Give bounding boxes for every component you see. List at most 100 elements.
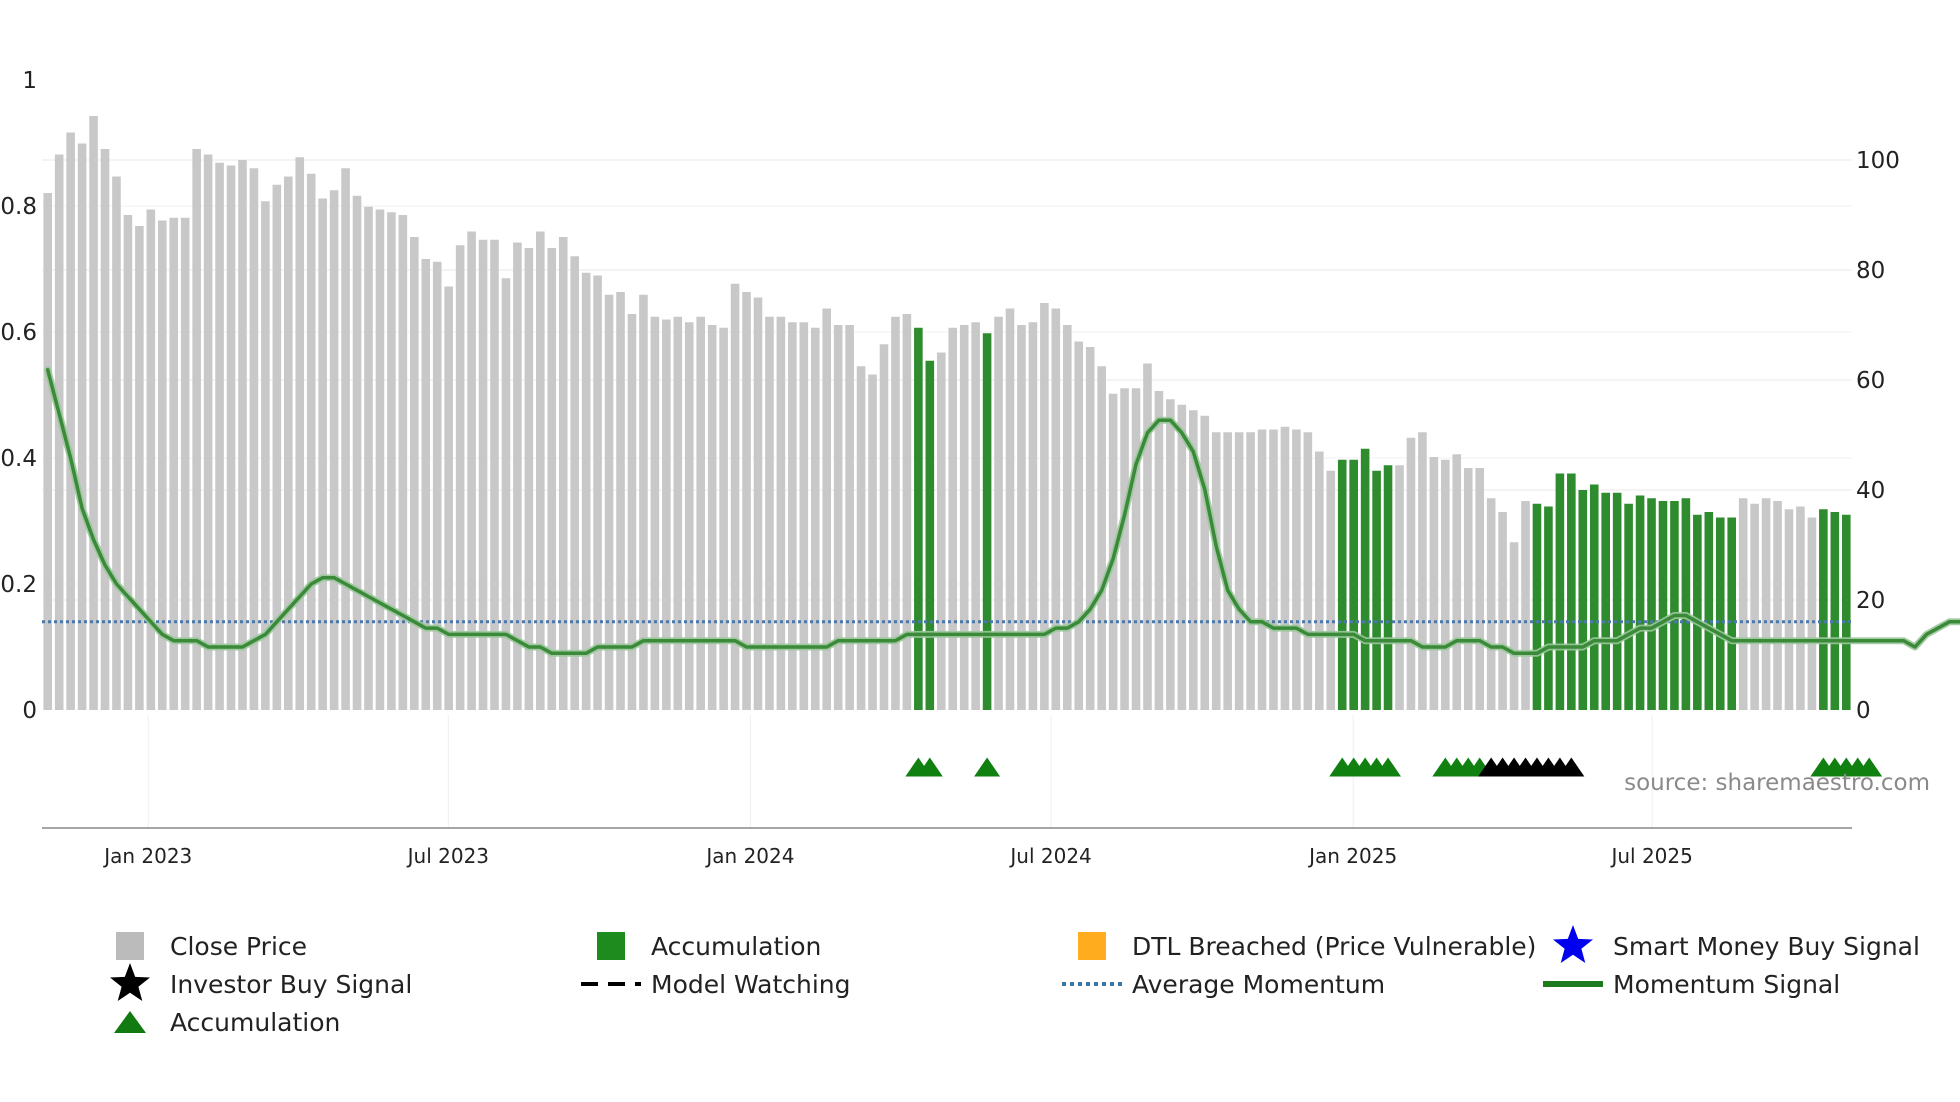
close-price-bar xyxy=(1097,366,1106,710)
close-price-bar xyxy=(822,308,832,710)
close-price-bar xyxy=(1326,470,1336,710)
close-price-bar xyxy=(157,220,167,710)
close-price-bar xyxy=(398,215,408,710)
accumulation-bar xyxy=(1704,512,1714,710)
close-price-bar xyxy=(1761,498,1771,710)
close-price-bar xyxy=(1280,426,1290,710)
close-price-bar xyxy=(490,239,499,710)
legend-label: Accumulation xyxy=(170,1008,340,1037)
legend-item: Model Watching xyxy=(581,970,851,999)
legend-triangle-icon xyxy=(114,1011,146,1033)
legend-label: DTL Breached (Price Vulnerable) xyxy=(1132,932,1536,961)
close-price-bar xyxy=(959,325,969,710)
close-price-bar xyxy=(169,217,179,710)
close-price-bar xyxy=(192,149,201,710)
accumulation-bar xyxy=(925,360,935,710)
x-tick-label: Jan 2023 xyxy=(102,844,192,868)
close-price-bar xyxy=(627,314,637,710)
close-price-bar xyxy=(1062,325,1072,710)
left-tick-label: 0.8 xyxy=(0,194,37,220)
close-price-bar xyxy=(684,322,694,710)
close-price-bar xyxy=(421,259,431,710)
legend-square-icon xyxy=(116,932,144,960)
close-price-bar xyxy=(364,206,373,710)
close-price-bar xyxy=(1223,432,1232,710)
close-price-bar xyxy=(513,242,522,710)
right-tick-label: 80 xyxy=(1856,258,1885,284)
close-price-bar xyxy=(1131,388,1141,710)
close-price-bar xyxy=(1166,399,1175,710)
accumulation-bar xyxy=(1567,473,1576,710)
left-tick-label: 0.4 xyxy=(0,446,37,472)
close-price-bar xyxy=(662,319,671,710)
legend-item: Investor Buy Signal xyxy=(170,970,412,999)
close-price-bar xyxy=(375,209,385,710)
legend-square-icon xyxy=(597,932,625,960)
close-price-bar xyxy=(1750,503,1759,710)
x-tick-label: Jan 2025 xyxy=(1307,844,1397,868)
close-price-bars xyxy=(43,116,1851,710)
accumulation-bar xyxy=(1372,470,1381,710)
tick-labels: 0 0.2 0.4 0.6 0.8 1 0 20 40 60 80 100 Jan 2023 Jul 20… xyxy=(0,68,1899,868)
accumulation-marker xyxy=(916,757,943,777)
close-price-bar xyxy=(1807,517,1817,710)
close-price-bar xyxy=(1773,501,1782,710)
close-price-bar xyxy=(1085,347,1095,710)
close-price-bar xyxy=(707,325,717,710)
source-label: source: sharemaestro.com xyxy=(1624,770,1930,796)
close-price-bar xyxy=(1143,363,1152,710)
close-price-bar xyxy=(1200,415,1210,710)
close-price-bar xyxy=(1189,410,1198,710)
legend-item: Average Momentum xyxy=(1062,970,1385,999)
close-price-bar xyxy=(799,322,809,710)
close-price-bar xyxy=(581,272,591,710)
close-price-bar xyxy=(902,314,912,710)
right-tick-label: 60 xyxy=(1856,368,1885,394)
legend: Close Price Accumulation DTL Breached (Pri… xyxy=(110,925,1920,1037)
close-price-bar xyxy=(1246,432,1255,710)
close-price-bar xyxy=(868,374,877,710)
close-price-bar xyxy=(1154,391,1164,710)
accumulation-bar xyxy=(1383,465,1393,710)
legend-item: Close Price xyxy=(116,932,307,961)
close-price-bar xyxy=(467,231,476,710)
close-price-bar xyxy=(261,201,270,710)
close-price-bar xyxy=(1796,506,1805,710)
legend-label: Momentum Signal xyxy=(1613,970,1840,999)
close-price-bar xyxy=(123,215,133,710)
legend-star-icon xyxy=(1553,925,1593,963)
close-price-bar xyxy=(387,212,396,710)
investor-buy-marker xyxy=(1558,757,1585,777)
legend-label: Investor Buy Signal xyxy=(170,970,412,999)
accumulation-bar xyxy=(1693,514,1702,710)
close-price-bar xyxy=(146,209,156,710)
accumulation-bar xyxy=(1841,514,1851,710)
close-price-bar xyxy=(284,176,293,710)
close-price-bar xyxy=(432,261,442,710)
close-price-bar xyxy=(696,316,705,710)
accumulation-marker xyxy=(1856,757,1883,777)
right-tick-label: 100 xyxy=(1856,148,1900,174)
close-price-bar xyxy=(948,327,958,710)
close-price-bar xyxy=(616,292,625,710)
close-price-bar xyxy=(856,366,866,710)
accumulation-bar xyxy=(1830,512,1840,710)
close-price-bar xyxy=(66,132,75,710)
close-price-bar xyxy=(54,154,64,710)
close-price-bar xyxy=(1177,404,1187,710)
close-price-bar xyxy=(1051,308,1061,710)
legend-label: Average Momentum xyxy=(1132,970,1385,999)
accumulation-bar xyxy=(1647,498,1656,710)
left-tick-label: 1 xyxy=(22,68,37,94)
close-price-bar xyxy=(936,352,946,710)
close-price-bar xyxy=(455,245,465,710)
close-price-bar xyxy=(1315,451,1324,710)
signal-markers xyxy=(905,757,1883,777)
close-price-bar xyxy=(845,325,854,710)
accumulation-bar xyxy=(1635,495,1645,710)
close-price-bar xyxy=(765,316,774,710)
legend-item: Accumulation xyxy=(114,1008,340,1037)
close-price-bar xyxy=(89,116,98,710)
close-price-bar xyxy=(77,143,87,710)
accumulation-bar xyxy=(1349,459,1358,710)
